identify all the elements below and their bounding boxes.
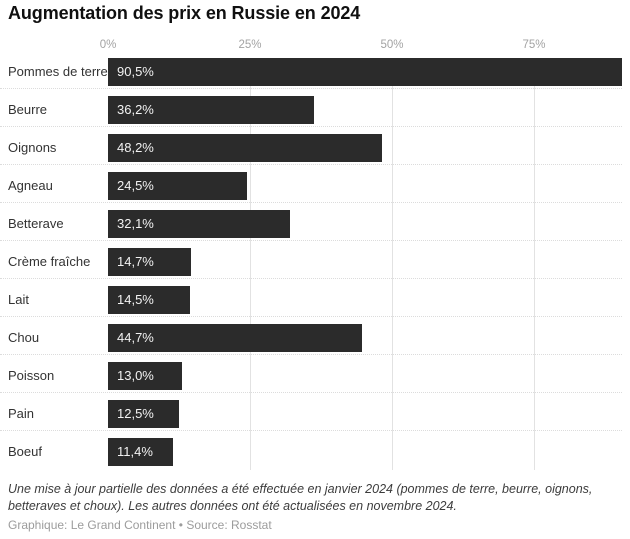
row-separator xyxy=(0,164,622,165)
row-separator xyxy=(0,278,622,279)
footnote: Une mise à jour partielle des données a … xyxy=(8,482,593,513)
chart-title: Augmentation des prix en Russie en 2024 xyxy=(8,3,361,23)
row-separator xyxy=(0,316,622,317)
bar: 14,5% xyxy=(108,286,191,314)
row-separator xyxy=(0,126,622,127)
category-label: Betterave xyxy=(8,216,64,231)
bar-value-label: 13,0% xyxy=(117,368,154,383)
bar-value-label: 44,7% xyxy=(117,330,154,345)
category-label: Pain xyxy=(8,406,35,421)
bar: 12,5% xyxy=(108,400,179,428)
x-axis-tick-label: 25% xyxy=(238,39,262,51)
row-separator xyxy=(0,430,622,431)
bar: 32,1% xyxy=(108,210,291,238)
bar-value-label: 11,4% xyxy=(117,444,153,459)
category-label: Beurre xyxy=(8,102,48,117)
gridline xyxy=(250,58,251,470)
row-separator xyxy=(0,202,622,203)
category-label: Boeuf xyxy=(8,444,42,459)
category-label: Agneau xyxy=(8,178,53,193)
bar: 48,2% xyxy=(108,134,382,162)
category-label: Oignons xyxy=(8,140,57,155)
x-axis-tick-label: 75% xyxy=(522,39,546,51)
row-separator xyxy=(0,354,622,355)
bar: 44,7% xyxy=(108,324,362,352)
bar-value-label: 36,2% xyxy=(117,102,154,117)
bar: 11,4% xyxy=(108,438,173,466)
bar-value-label: 32,1% xyxy=(117,216,154,231)
bar: 24,5% xyxy=(108,172,248,200)
category-label: Crème fraîche xyxy=(8,254,91,269)
bar-value-label: 48,2% xyxy=(117,140,154,155)
gridline xyxy=(534,58,535,470)
bar: 36,2% xyxy=(108,96,314,124)
row-separator xyxy=(0,392,622,393)
bar: 13,0% xyxy=(108,362,182,390)
bar-value-label: 24,5% xyxy=(117,178,154,193)
plot-area: 90,5% 36,2% 48,2% 24,5% 32,1% 14,7% 14,5% 44,7%… xyxy=(108,58,622,470)
bar-value-label: 14,5% xyxy=(117,292,154,307)
gridline xyxy=(392,58,393,470)
bar-value-label: 14,7% xyxy=(117,254,154,269)
bar-value-label: 12,5% xyxy=(117,406,154,421)
bar: 90,5% xyxy=(108,58,622,86)
category-label: Pommes de terre xyxy=(8,64,108,79)
category-label: Poisson xyxy=(8,368,55,383)
x-axis-tick-label: 0% xyxy=(99,39,117,51)
category-label: Chou xyxy=(8,330,40,345)
row-separator xyxy=(0,88,622,89)
bar: 14,7% xyxy=(108,248,192,276)
category-label: Lait xyxy=(8,292,29,307)
x-axis: 0% 25% 50% 75% xyxy=(0,39,630,53)
bar-value-label: 90,5% xyxy=(117,64,154,79)
credit-line: Graphique: Le Grand Continent • Source: … xyxy=(8,518,272,532)
row-separator xyxy=(0,240,622,241)
x-axis-tick-label: 50% xyxy=(380,39,404,51)
